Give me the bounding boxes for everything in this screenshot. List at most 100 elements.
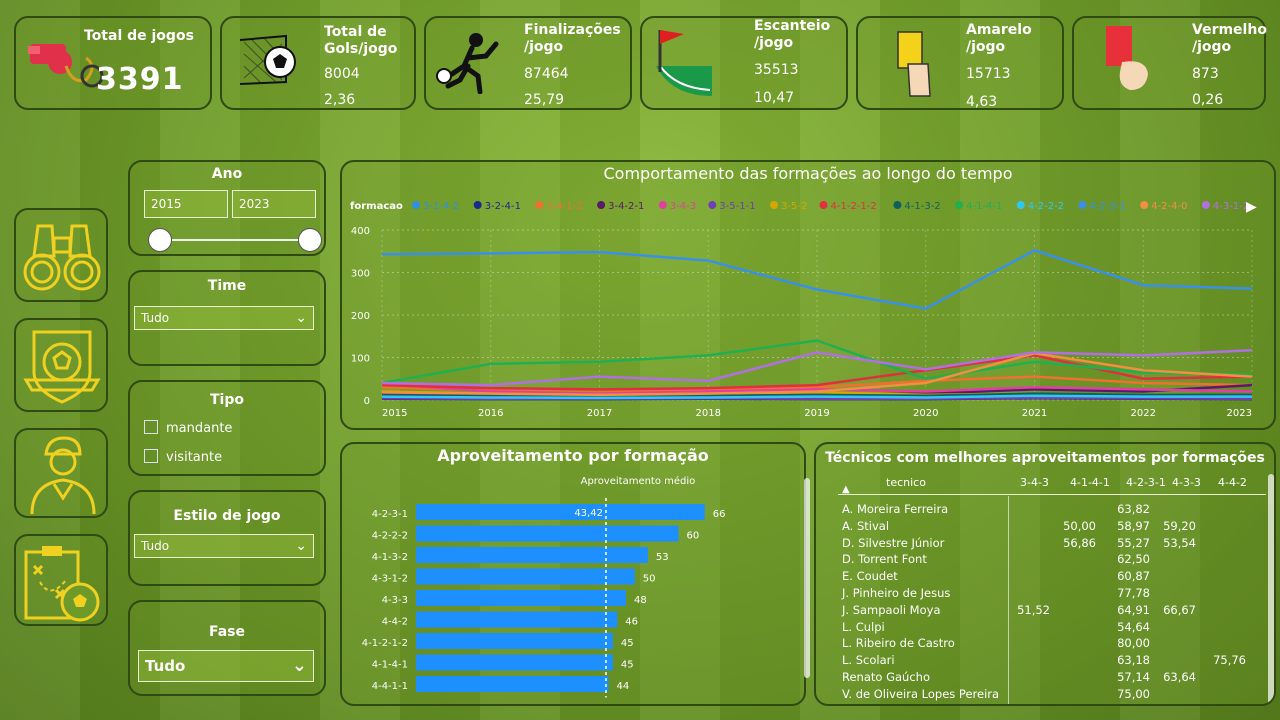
value-cell: 66,67: [1163, 602, 1196, 617]
kpi-amarelo: Amarelo /jogo 15713 4,63: [856, 16, 1064, 110]
column-header[interactable]: 4-4-2: [1218, 476, 1247, 489]
kpi-title: Total de jogos: [84, 28, 194, 44]
column-header[interactable]: 3-4-3: [1020, 476, 1049, 489]
scrollbar[interactable]: [1268, 474, 1274, 704]
tecnico-name-cell: L. Ribeiro de Castro: [842, 636, 955, 651]
legend-label: 4-1-4-1: [966, 201, 1002, 212]
chart-title: Aproveitamento por formação: [437, 446, 709, 465]
table-row[interactable]: V. de Oliveira Lopes Pereira 75,00: [816, 687, 1256, 704]
kpi-title: Total de Gols/jogo: [324, 24, 397, 58]
kpi-per-game: 10,47: [754, 90, 795, 106]
x-tick-label: 2022: [1131, 408, 1156, 419]
tecnicos-table-card: Técnicos com melhores aproveitamentos po…: [814, 442, 1276, 706]
nav-button-coaches[interactable]: [14, 428, 108, 518]
kicking-player-icon: [434, 30, 504, 98]
tecnico-name-cell: Renato Gaúcho: [842, 670, 930, 684]
dropdown-value: Tudo: [145, 657, 186, 675]
table-row[interactable]: A. Moreira Ferreira 63,82: [816, 502, 1256, 519]
scrollbar[interactable]: [804, 478, 810, 678]
checkbox[interactable]: [144, 449, 158, 463]
kpi-title-line2: /jogo: [754, 35, 794, 51]
table-row[interactable]: D. Silvestre Júnior 56,86 55,27 53,54: [816, 536, 1256, 553]
x-tick-label: 2015: [382, 408, 407, 419]
legend-marker: [1201, 201, 1210, 209]
table-row[interactable]: L. Scolari 63,18 75,76: [816, 653, 1256, 670]
column-header[interactable]: 4-2-3-1: [1126, 476, 1166, 489]
kpi-title-line1: Vermelho: [1192, 22, 1267, 38]
data-label: 45: [621, 638, 634, 649]
legend-label: 3-5-1-1: [719, 201, 755, 212]
kpi-title-line1: Finalizações: [524, 22, 621, 38]
tecnico-name-cell: A. Stival: [842, 518, 890, 533]
nav-button-overview[interactable]: [14, 208, 108, 302]
tecnico-name-cell: A. Moreira Ferreira: [842, 502, 949, 516]
category-label: 4-2-2-2: [372, 531, 408, 542]
table-row[interactable]: J. Sampaoli Moya 51,52 64,91 66,67: [816, 603, 1256, 620]
tipo-option-mandante[interactable]: mandante: [144, 420, 232, 436]
value-cell: 57,14: [1117, 670, 1150, 684]
value-cell: 63,64: [1163, 670, 1196, 684]
value-cell: 63,18: [1117, 653, 1150, 668]
x-tick-label: 2019: [804, 408, 829, 419]
category-label: 4-1-2-1-2: [362, 638, 408, 649]
column-header[interactable]: 4-3-3: [1172, 476, 1201, 489]
table-row[interactable]: A. Stival 50,00 58,97 59,20: [816, 519, 1256, 536]
y-tick-label: 300: [351, 269, 370, 280]
red-card-icon: [1102, 24, 1154, 100]
data-label: 45: [621, 660, 634, 671]
year-slider-handle-start[interactable]: [148, 228, 172, 252]
kpi-total: 87464: [524, 66, 569, 82]
value-cell: 80,00: [1117, 636, 1150, 651]
line-chart: formacao 3-1-4-2 3-2-4-1 3-4-1-2 3-4-2-1 3-4-…: [350, 199, 1257, 419]
year-slider-track[interactable]: [160, 239, 310, 241]
legend-label: 4-2-4-0: [1151, 201, 1187, 212]
fase-dropdown[interactable]: Tudo ⌄: [138, 650, 314, 682]
legend-marker: [1140, 201, 1149, 209]
tactics-board-icon: [20, 540, 104, 628]
column-header[interactable]: tecnico: [886, 476, 926, 489]
time-dropdown[interactable]: Tudo ⌄: [134, 306, 314, 330]
value-cell: 58,97: [1117, 518, 1150, 533]
table-row[interactable]: D. Torrent Font 62,50: [816, 552, 1256, 569]
estilo-dropdown[interactable]: Tudo ⌄: [134, 534, 314, 558]
kpi-per-game: 0,26: [1192, 92, 1224, 108]
table-row[interactable]: L. Ribeiro de Castro 80,00: [816, 636, 1256, 653]
value-cell: 51,52: [1017, 602, 1050, 617]
year-to-input[interactable]: 2023: [232, 190, 316, 218]
chart-title: Comportamento das formações ao longo do …: [603, 164, 1013, 183]
table-row[interactable]: Renato Gaúcho 57,14 63,64: [816, 670, 1256, 687]
value-cell: 53,54: [1163, 535, 1196, 550]
category-label: 4-4-1-1: [372, 681, 408, 692]
legend-label: 4-3-1-2: [1213, 201, 1249, 212]
legend-label: 3-4-2-1: [608, 201, 644, 212]
y-tick-label: 200: [351, 311, 370, 322]
kpi-title-line1: Amarelo: [966, 22, 1032, 38]
column-header[interactable]: 4-1-4-1: [1070, 476, 1110, 489]
legend-marker: [535, 201, 544, 209]
category-label: 4-3-3: [382, 595, 408, 606]
bar: [416, 504, 705, 520]
whistle-icon: [26, 36, 106, 110]
checkbox[interactable]: [144, 420, 158, 434]
table-column-divider: [1008, 496, 1009, 704]
legend-label: 3-1-4-2: [423, 201, 459, 212]
table-row[interactable]: E. Coudet 60,87: [816, 569, 1256, 586]
kpi-total: 873: [1192, 66, 1219, 82]
nav-button-tactics[interactable]: [14, 534, 108, 626]
x-tick-label: 2020: [913, 408, 938, 419]
legend-marker: [1078, 201, 1087, 209]
x-tick-label: 2017: [587, 408, 612, 419]
year-slider-handle-end[interactable]: [298, 228, 322, 252]
filter-label: Fase: [208, 624, 246, 640]
tecnico-name-cell: L. Culpi: [842, 619, 885, 634]
kpi-per-game: 2,36: [324, 92, 356, 108]
tipo-option-visitante[interactable]: visitante: [144, 449, 222, 465]
tecnico-name-cell: L. Scolari: [842, 653, 895, 668]
nav-button-teams[interactable]: [14, 318, 108, 412]
bar-chart: Aproveitamento médio 4-2-3-1 66 4-2-2-2 60 4-…: [362, 475, 725, 698]
coach-icon: [24, 434, 102, 520]
table-row[interactable]: J. Pinheiro de Jesus 77,78: [816, 586, 1256, 603]
year-from-input[interactable]: 2015: [144, 190, 228, 218]
table-row[interactable]: L. Culpi 54,64: [816, 620, 1256, 637]
sort-arrow-icon[interactable]: ▲: [842, 484, 850, 495]
